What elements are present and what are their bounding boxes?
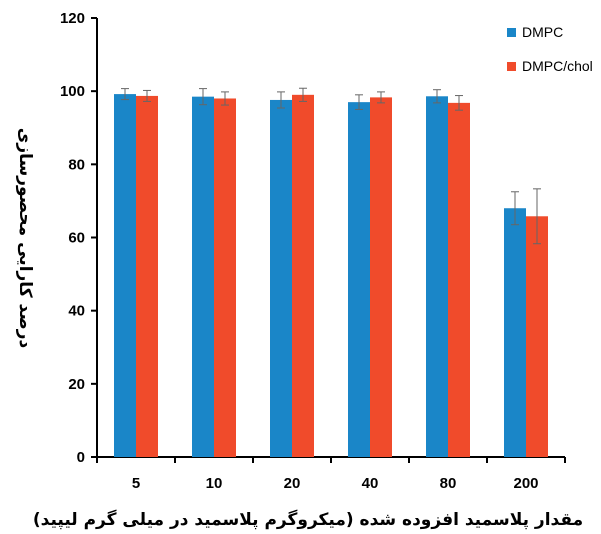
y-tick-label: 120 (60, 10, 85, 27)
y-tick-label: 20 (68, 376, 85, 393)
bar-dmpc-80 (426, 96, 448, 457)
y-tick-label: 80 (68, 156, 85, 173)
legend-label: DMPC/chol (522, 58, 593, 74)
y-tick-label: 0 (77, 449, 85, 466)
x-axis-title: مقدار پلاسمید افزوده شده (میکروگرم پلاسم… (33, 509, 583, 530)
x-tick-label: 5 (132, 475, 140, 492)
legend-swatch (507, 62, 516, 71)
y-tick-label: 40 (68, 303, 85, 320)
x-tick-label: 200 (513, 475, 538, 492)
legend: DMPC DMPC/chol (507, 24, 593, 74)
bar-dmpc-chol-5 (136, 95, 158, 458)
bar-dmpc-chol-200 (526, 216, 548, 457)
legend-label: DMPC (522, 24, 563, 40)
bar-dmpc-40 (348, 102, 370, 458)
bar-dmpc-chol-20 (292, 94, 314, 457)
bar-dmpc-chol-80 (448, 102, 470, 457)
x-tick-label: 20 (284, 475, 301, 492)
y-axis-title: درصد کارایی محصورسازی (15, 128, 35, 349)
bar-dmpc-10 (192, 96, 214, 457)
bar-dmpc-5 (114, 94, 136, 458)
x-tick-label: 40 (362, 475, 379, 492)
y-tick-label: 100 (60, 83, 85, 100)
y-tick-label: 60 (68, 230, 85, 247)
bar-dmpc-200 (504, 208, 526, 457)
bar-dmpc-chol-10 (214, 98, 236, 457)
bar-dmpc-chol-40 (370, 97, 392, 457)
plot-area: 0 20 40 60 80 100 120 5 10 20 40 80 200 (60, 10, 566, 492)
legend-swatch (507, 28, 516, 37)
bar-dmpc-20 (270, 99, 292, 458)
x-tick-label: 80 (440, 475, 457, 492)
x-tick-label: 10 (206, 475, 223, 492)
